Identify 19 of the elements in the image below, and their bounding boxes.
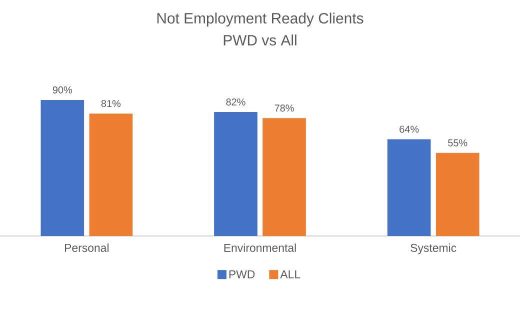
bar [40,100,84,236]
bar [436,152,480,236]
x-tick-label: Environmental [224,244,296,252]
data-label: 82% [226,98,246,106]
x-tick-label: Systemic [410,244,456,254]
legend-label: ALL [280,270,300,278]
chart-subtitle: PWD vs All [224,34,296,46]
data-label: 78% [274,104,294,112]
data-label: 64% [400,126,419,133]
data-label: 55% [448,139,468,146]
chart-title: Not Employment Ready Clients [157,12,364,27]
bar [262,118,306,236]
x-tick-label: Personal [64,244,109,252]
bar [214,112,258,236]
data-label: 81% [101,100,121,108]
bar [89,114,133,236]
data-label: 90% [52,86,72,94]
bar [387,139,431,236]
legend-label: PWD [229,270,255,278]
